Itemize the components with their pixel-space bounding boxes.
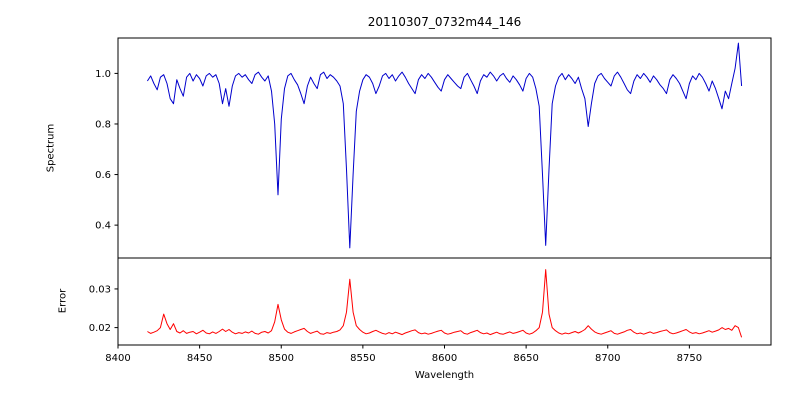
spectrum-axes-frame [117,37,772,259]
y-tick-label: 0.4 [95,221,111,232]
x-tick-label: 8750 [677,353,702,364]
x-tick-label: 8700 [595,353,620,364]
spectrum-y-axis-label: Spectrum [45,123,57,173]
y-tick-label: 0.03 [89,284,111,295]
y-tick-label: 1.0 [95,69,111,80]
x-tick-label: 8400 [105,353,130,364]
x-tick-label: 8650 [513,353,538,364]
y-tick-label: 0.8 [95,119,111,130]
y-tick-label: 0.02 [89,323,111,334]
x-tick-label: 8450 [187,353,212,364]
x-axis-label: Wavelength [414,370,475,381]
error-axes-frame [117,257,772,346]
error-line [147,269,743,338]
spectrum-line [146,42,743,249]
x-tick-label: 8600 [432,353,457,364]
y-tick-label: 0.6 [95,170,111,181]
error-y-axis-label: Error [57,288,69,314]
x-tick-label: 8500 [269,353,294,364]
x-tick-label: 8550 [350,353,375,364]
chart-title: 20110307_0732m44_146 [367,15,522,29]
